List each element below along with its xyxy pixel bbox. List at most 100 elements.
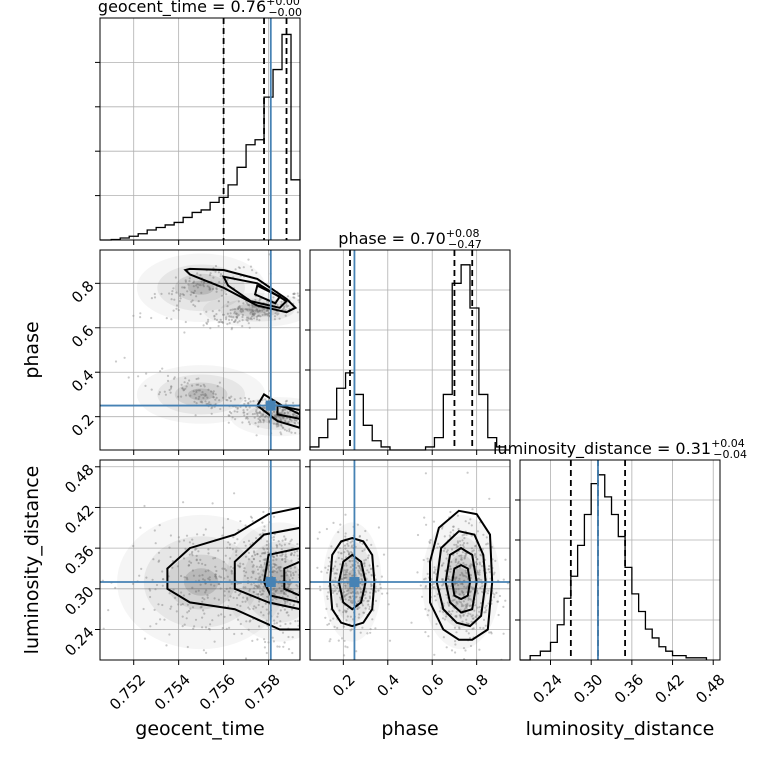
sample-point [276, 566, 280, 569]
sample-point [305, 421, 307, 423]
sample-point [469, 613, 472, 616]
sample-point [303, 536, 305, 538]
sample-point [454, 582, 457, 585]
sample-point [240, 632, 243, 635]
sample-point [197, 562, 200, 565]
sample-point [312, 434, 314, 436]
sample-point [240, 310, 243, 314]
sample-point [307, 554, 309, 556]
sample-point [182, 539, 186, 542]
density-level [157, 374, 245, 415]
sample-point [228, 397, 231, 400]
sample-point [233, 410, 236, 413]
sample-point [218, 381, 221, 384]
sample-point [253, 312, 256, 315]
sample-point [348, 553, 351, 556]
sample-point [255, 585, 258, 588]
sample-point [204, 393, 207, 396]
sample-point [307, 622, 309, 624]
sample-point [163, 618, 166, 621]
sample-point [274, 414, 277, 417]
sample-point [199, 274, 202, 277]
sample-point [267, 564, 270, 567]
sample-point [455, 614, 458, 618]
sample-point [335, 603, 338, 606]
sample-point [151, 578, 154, 581]
sample-point [287, 412, 290, 415]
sample-point [247, 317, 250, 320]
sample-point [493, 596, 496, 599]
sample-point [288, 428, 291, 431]
sample-point [289, 574, 293, 577]
sample-point [370, 583, 373, 586]
sample-point [424, 608, 427, 611]
sample-point [343, 551, 346, 554]
sample-point [364, 558, 367, 561]
sample-point [438, 610, 441, 613]
sample-point [235, 549, 238, 552]
sample-point [191, 586, 194, 589]
sample-point [314, 616, 316, 618]
sample-point [479, 602, 483, 605]
title-main: geocent_time = 0.76 [98, 0, 266, 17]
sample-point [236, 410, 239, 413]
sample-point [245, 308, 248, 311]
sample-point [291, 636, 294, 639]
sample-point [197, 589, 200, 592]
sample-point [318, 531, 321, 534]
sample-point [282, 426, 285, 430]
sample-point [363, 548, 366, 551]
sample-point [228, 315, 231, 318]
sample-point [212, 390, 215, 393]
sample-point [192, 542, 195, 545]
sample-point [240, 308, 243, 311]
y-tick-label: 0.4 [68, 366, 98, 396]
sample-point [207, 388, 210, 391]
sample-point [280, 548, 283, 551]
sample-point [204, 400, 207, 403]
sample-point [355, 592, 358, 595]
sample-point [231, 416, 234, 419]
sample-point [284, 408, 287, 411]
sample-point [336, 586, 339, 589]
sample-point [263, 311, 266, 314]
sample-point [487, 589, 490, 592]
sample-point [258, 416, 261, 419]
sample-point [212, 396, 215, 399]
sample-point [258, 418, 261, 422]
panel-frame [99, 459, 301, 661]
sample-point [312, 301, 314, 303]
sample-point [281, 409, 284, 412]
sample-point [228, 322, 231, 325]
sample-point [481, 585, 484, 588]
sample-point [307, 511, 309, 513]
sample-point [205, 402, 208, 405]
sample-point [273, 318, 276, 321]
sample-point [123, 356, 126, 359]
sample-point [336, 592, 339, 595]
sample-point [379, 586, 382, 590]
sample-point [263, 406, 266, 410]
sample-point [485, 609, 488, 612]
sample-point [453, 583, 456, 586]
sample-point [255, 584, 258, 588]
sample-point [305, 630, 307, 632]
sample-point [212, 557, 215, 560]
sample-point [207, 627, 210, 631]
sample-point [214, 573, 217, 576]
sample-point [152, 558, 155, 561]
sample-point [339, 598, 342, 601]
sample-point [229, 595, 232, 598]
sample-point [258, 410, 261, 413]
sample-point [237, 528, 240, 532]
sample-point [192, 280, 196, 283]
sample-point [359, 588, 362, 591]
y-axis-label: luminosity_distance [21, 466, 43, 655]
sample-point [255, 409, 258, 412]
sample-point [303, 536, 305, 538]
sample-point [284, 593, 287, 596]
sample-point [284, 553, 287, 556]
sample-point [359, 631, 362, 634]
sample-point [302, 575, 304, 577]
sample-point [233, 492, 236, 495]
